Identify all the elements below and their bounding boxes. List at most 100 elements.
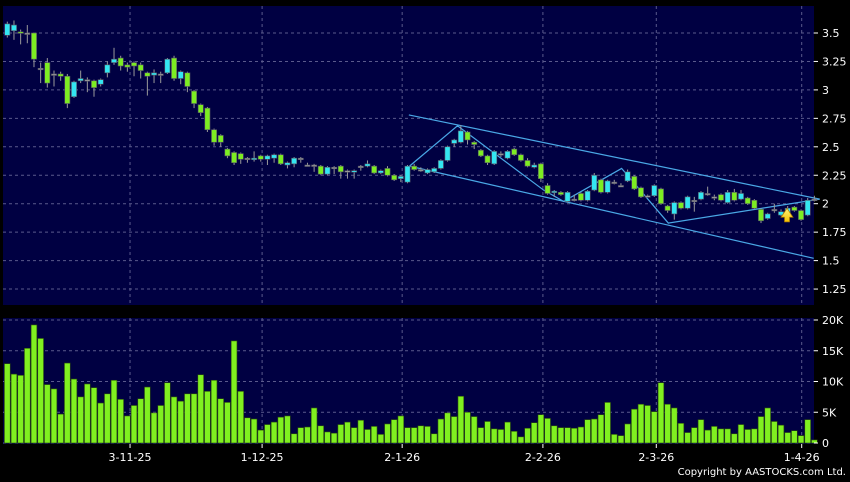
candle-body [517,154,524,161]
volume-bar [664,403,671,444]
volume-bar [4,363,11,444]
price-tick-label: 2.75 [822,112,847,125]
copyright: Copyright by AASTOCKS.com Ltd. [678,467,846,478]
candle [484,154,491,166]
candle [277,153,284,166]
candle [17,29,24,45]
volume-bar [504,421,511,444]
candle [751,199,758,210]
candle-body [471,141,478,145]
candle-body [271,154,277,159]
candle [511,147,518,156]
candle [364,160,371,168]
volume-bar [170,396,178,444]
volume-bar [591,418,598,444]
candle-body [197,104,204,113]
candle-body [584,190,591,201]
volume-bar [124,415,131,444]
candle-body [371,165,378,174]
volume-bar [230,340,238,444]
candle-body [424,169,431,174]
candle [811,195,818,202]
volume-bar [631,408,638,444]
volume-bar [410,427,418,444]
candle [724,190,731,204]
candle [571,194,578,202]
volume-bar [524,427,531,444]
volume-tick-label: 10K [822,376,844,389]
candle-body [758,209,764,222]
volume-bar [17,375,24,444]
candle-body [211,129,217,143]
volume-bar [517,436,525,444]
candle [517,153,524,162]
candle [531,162,538,169]
candle-body [224,148,231,157]
candle [57,71,64,81]
volume-bar [751,428,758,444]
volume-bar [697,419,705,444]
candle [311,163,318,172]
volume-tick-label: 15K [822,345,844,358]
candle [344,169,351,179]
candle [611,179,618,185]
volume-bar [651,411,658,444]
candle-body [451,139,458,144]
candle [164,58,171,74]
volume-bar [304,426,311,444]
candle-body [591,174,598,191]
volume-bar [64,362,71,444]
volume-bar [704,429,711,444]
volume-bar [624,423,631,444]
price-tick-label: 2.5 [822,141,840,154]
volume-bar [691,427,698,444]
price-tick-label: 2.25 [822,169,847,182]
candle-body [71,81,77,98]
candle [117,55,124,71]
candle [24,25,31,44]
candle-body [231,152,237,164]
candle-body [804,199,811,216]
candle [664,204,671,213]
candle [758,208,764,224]
candle [191,89,197,109]
candle [44,58,51,88]
price-tick-label: 3.5 [822,27,840,40]
candle-body [631,176,638,190]
candle-body [571,198,578,201]
candle-body [377,170,384,174]
candle [337,165,344,179]
candle-body [531,164,538,168]
candle [624,169,631,183]
candle-body [484,155,491,164]
candle [644,194,651,198]
candle [444,145,451,162]
candle-body [444,146,451,161]
volume-bar [30,324,38,444]
volume-bar [204,391,211,444]
volume-bar [110,379,118,444]
candle [64,73,71,109]
volume-bar [317,425,324,444]
candle [497,151,504,158]
volume-bar [604,402,611,444]
candle-body [811,198,818,201]
candle [197,103,204,117]
volume-bar [24,347,31,444]
candle-body [431,168,438,173]
volume-bar [537,414,545,444]
volume-bar [237,391,244,444]
candle-body [344,170,351,173]
candle [618,183,624,188]
date-tick-label: 2-3-26 [638,451,674,464]
candle [524,158,531,168]
volume-bar [771,421,778,444]
candle-body [724,192,731,203]
candle-body [497,153,504,156]
up-arrow-icon [780,207,794,223]
arrow-shape [780,207,794,223]
candle-body [337,165,344,173]
volume-bar [137,398,144,444]
candle-body [131,62,137,67]
candle-body [397,176,404,179]
